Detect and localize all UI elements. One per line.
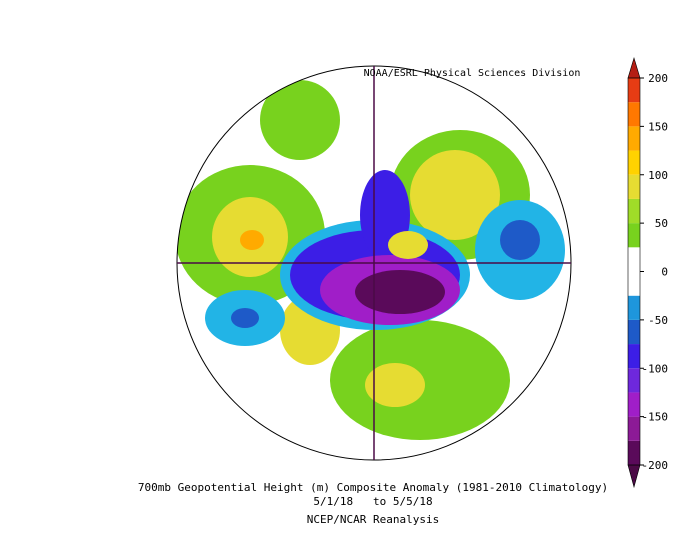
- colorbar-tick-label: -200: [642, 459, 669, 472]
- colorbar-bin: [628, 368, 640, 393]
- colorbar-bin: [628, 271, 640, 296]
- colorbar-tick-label: -50: [648, 314, 668, 327]
- title: 700mb Geopotential Height (m) Composite …: [138, 481, 608, 494]
- colorbar-bin: [628, 102, 640, 127]
- colorbar-tick-label: 100: [648, 169, 668, 182]
- credit: NOAA/ESRL Physical Sciences Division: [364, 68, 581, 79]
- colorbar-bin: [628, 319, 640, 345]
- colorbar-bin: [628, 78, 640, 103]
- colorbar-tick-label: 50: [655, 217, 668, 230]
- colorbar-bin: [628, 247, 640, 272]
- colorbar-bin: [628, 174, 640, 199]
- colorbar-bin: [628, 416, 640, 441]
- colorbar-bin: [628, 223, 640, 248]
- colorbar-tick-label: 150: [648, 120, 668, 133]
- dates: 5/1/18 to 5/5/18: [313, 495, 432, 508]
- colorbar-high: [627, 56, 641, 79]
- colorbar-bin: [628, 440, 640, 465]
- colorbar-tick-label: 200: [648, 72, 668, 85]
- colorbar-bin: [628, 392, 640, 417]
- colorbar-tick-label: 0: [661, 266, 668, 279]
- source: NCEP/NCAR Reanalysis: [307, 513, 439, 526]
- colorbar-bin: [628, 295, 640, 320]
- colorbar-bin: [628, 198, 640, 224]
- colorbar-bin: [628, 344, 640, 369]
- colorbar-tick-label: -150: [642, 411, 669, 424]
- colorbar-bin: [628, 126, 640, 151]
- colorbar-tick-label: -100: [642, 362, 669, 375]
- map-disk: [177, 66, 571, 460]
- colorbar-low: [627, 464, 641, 489]
- colorbar-bin: [628, 150, 640, 175]
- colorbar: 200 150 100 50 0 -50 -100 -150 -200: [627, 56, 669, 489]
